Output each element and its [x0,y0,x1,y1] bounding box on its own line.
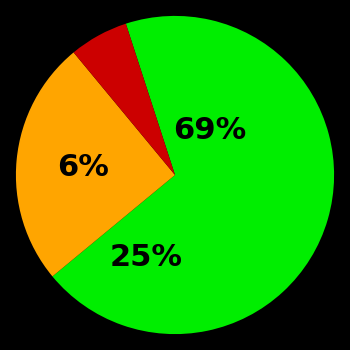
Text: 69%: 69% [173,116,247,145]
Text: 25%: 25% [110,243,183,272]
Wedge shape [16,52,175,276]
Text: 6%: 6% [57,153,108,182]
Wedge shape [52,16,334,334]
Wedge shape [74,24,175,175]
